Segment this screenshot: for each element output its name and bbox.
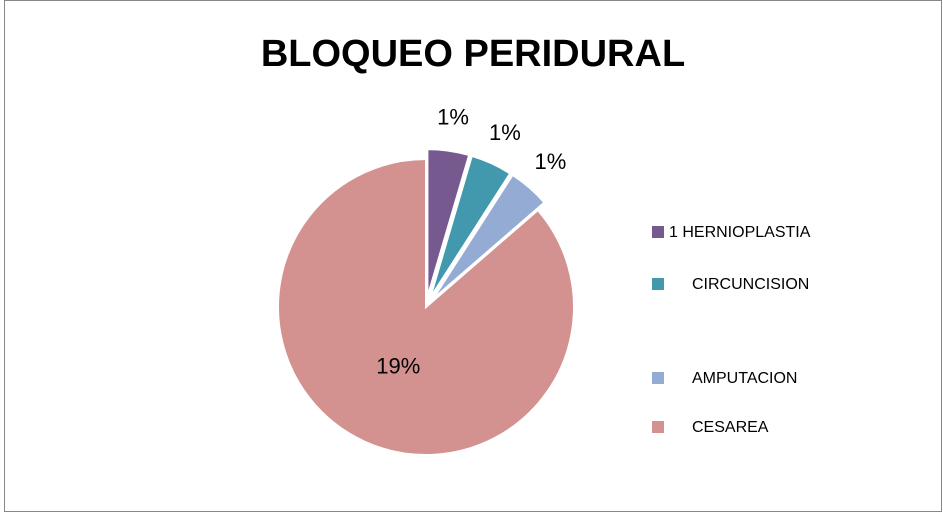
value-label: 1% <box>437 105 469 130</box>
value-label: 1% <box>489 120 521 145</box>
legend-marker <box>652 421 664 433</box>
legend-label: AMPUTACION <box>692 370 797 387</box>
pie-slice <box>426 148 471 298</box>
pie-slice <box>431 173 546 301</box>
legend-label: CESAREA <box>692 419 769 436</box>
legend-marker <box>652 278 664 290</box>
legend-marker <box>652 372 664 384</box>
legend-label: CIRCUNCISION <box>692 276 809 293</box>
pie-slice <box>429 154 512 299</box>
legend-label: 1 HERNIOPLASTIA <box>669 224 811 241</box>
chart-title: BLOQUEO PERIDURAL <box>261 33 685 75</box>
value-label: 19% <box>376 353 420 378</box>
legend-marker <box>652 226 664 238</box>
pie-slice <box>277 157 575 456</box>
value-label: 1% <box>535 149 567 174</box>
